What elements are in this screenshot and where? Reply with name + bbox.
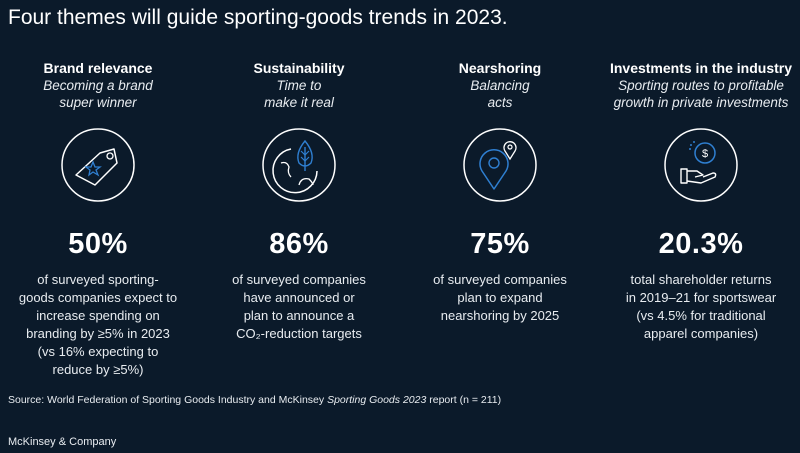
stat-value: 50% — [68, 228, 128, 260]
price-tag-star-icon — [61, 128, 135, 202]
stat-description: total shareholder returns in 2019–21 for … — [625, 272, 777, 341]
theme-investments: Investments in the industry Sporting rou… — [601, 60, 800, 341]
theme-subtitle: Becoming a brand super winner — [43, 78, 153, 110]
source-note: Source: World Federation of Sporting Goo… — [8, 394, 502, 406]
page-title: Four themes will guide sporting-goods tr… — [8, 6, 508, 29]
theme-subtitle: Balancing acts — [470, 78, 530, 110]
theme-heading: Sustainability — [253, 60, 345, 76]
theme-subtitle: Sporting routes to profitable growth in p… — [613, 78, 789, 110]
theme-brand-relevance: Brand relevance Becoming a brand super wi… — [0, 60, 198, 377]
globe-leaf-icon — [262, 128, 336, 202]
svg-text:$: $ — [702, 148, 708, 160]
stat-value: 20.3% — [658, 228, 744, 260]
stat-value: 86% — [269, 228, 329, 260]
stat-description: of surveyed companies plan to expand nears… — [433, 272, 567, 323]
theme-heading: Investments in the industry — [609, 60, 793, 76]
theme-sustainability: Sustainability Time to make it real 86% o… — [199, 60, 399, 341]
theme-nearshoring: Nearshoring Balancing acts 75% of surveye… — [400, 60, 600, 323]
theme-subtitle: Time to make it real — [264, 78, 334, 110]
stat-value: 75% — [470, 228, 530, 260]
stat-description: of surveyed companies have announced or pl… — [232, 272, 366, 341]
stat-description: of surveyed sporting-goods companies exp… — [18, 272, 178, 377]
theme-heading: Nearshoring — [458, 60, 542, 76]
location-pin-icon — [463, 128, 537, 202]
theme-heading: Brand relevance — [43, 60, 153, 76]
hand-coin-icon: $ — [664, 128, 738, 202]
footer-brand: McKinsey & Company — [8, 436, 117, 448]
